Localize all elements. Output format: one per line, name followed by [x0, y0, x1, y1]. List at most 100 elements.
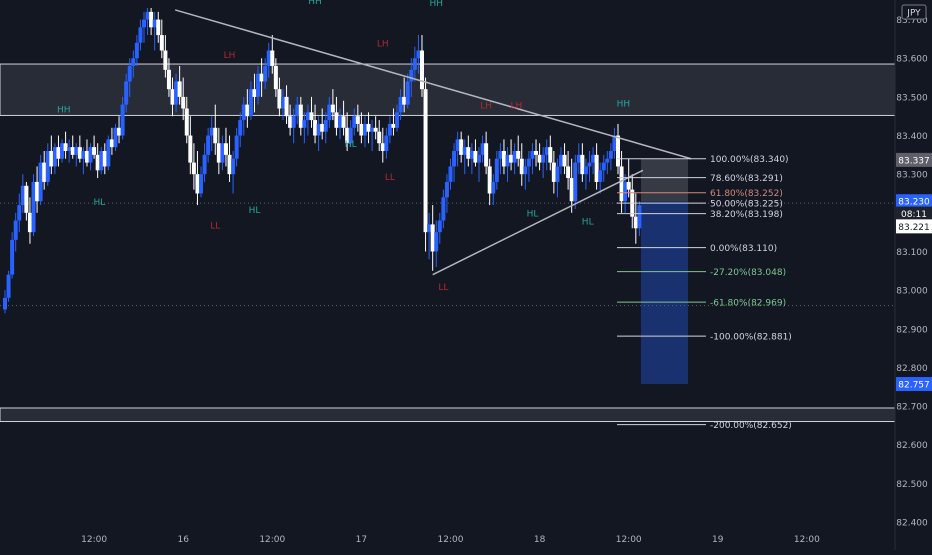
candle[interactable]: [3, 290, 7, 314]
candle[interactable]: [166, 58, 171, 97]
candle[interactable]: [373, 116, 378, 140]
candle[interactable]: [605, 150, 610, 175]
candle[interactable]: [576, 143, 581, 175]
candle[interactable]: [441, 189, 446, 229]
candle[interactable]: [31, 174, 36, 237]
candle[interactable]: [573, 154, 578, 209]
candle[interactable]: [509, 139, 514, 171]
candle[interactable]: [280, 89, 285, 121]
candle[interactable]: [149, 8, 154, 36]
candle[interactable]: [427, 212, 432, 260]
candle[interactable]: [77, 135, 82, 163]
candle[interactable]: [174, 73, 179, 113]
trendline-0[interactable]: [174, 9, 692, 160]
fib-level[interactable]: 50.00%(83.225): [617, 200, 783, 210]
candle[interactable]: [241, 96, 246, 136]
candle[interactable]: [462, 139, 467, 175]
candle[interactable]: [548, 135, 553, 171]
candle[interactable]: [223, 127, 228, 167]
candle[interactable]: [95, 143, 100, 179]
candle[interactable]: [81, 147, 86, 175]
candle[interactable]: [359, 112, 364, 144]
candle[interactable]: [516, 135, 521, 167]
currency-badge[interactable]: JPY: [901, 4, 927, 20]
short-position-target-box[interactable]: [641, 201, 688, 385]
candle[interactable]: [501, 139, 506, 175]
candle[interactable]: [38, 154, 43, 206]
candle[interactable]: [84, 139, 89, 167]
candle[interactable]: [623, 174, 628, 213]
candle[interactable]: [494, 150, 499, 190]
candle[interactable]: [523, 158, 528, 190]
candle[interactable]: [615, 123, 620, 175]
candle[interactable]: [384, 127, 389, 159]
candle[interactable]: [117, 116, 122, 144]
candle[interactable]: [395, 104, 400, 132]
candle[interactable]: [580, 143, 585, 182]
candle[interactable]: [42, 150, 47, 190]
candle[interactable]: [313, 104, 318, 144]
candle[interactable]: [323, 112, 328, 144]
candle[interactable]: [619, 150, 624, 213]
candle[interactable]: [519, 143, 524, 186]
candle[interactable]: [566, 150, 571, 190]
fib-level[interactable]: 0.00%(83.110): [617, 244, 777, 254]
price-tag[interactable]: 83.337: [896, 152, 932, 167]
price-tag[interactable]: 82.757: [896, 377, 932, 392]
candle[interactable]: [316, 116, 321, 151]
candle[interactable]: [131, 50, 136, 78]
candle[interactable]: [141, 11, 146, 43]
candle[interactable]: [391, 108, 396, 136]
candle[interactable]: [512, 143, 517, 175]
candle[interactable]: [416, 35, 421, 74]
candle[interactable]: [334, 96, 339, 136]
candle[interactable]: [309, 96, 314, 128]
fib-level[interactable]: -100.00%(82.881): [617, 333, 792, 343]
candle[interactable]: [138, 19, 143, 51]
candle[interactable]: [266, 42, 271, 78]
candle[interactable]: [27, 197, 32, 244]
candle[interactable]: [633, 193, 638, 244]
candle[interactable]: [459, 131, 464, 163]
candle[interactable]: [288, 104, 293, 136]
candle[interactable]: [387, 116, 392, 144]
candle[interactable]: [484, 131, 489, 175]
candle[interactable]: [498, 143, 503, 175]
candle[interactable]: [20, 174, 25, 213]
candle[interactable]: [195, 150, 200, 206]
candle[interactable]: [202, 143, 207, 182]
candle[interactable]: [402, 77, 407, 113]
candle[interactable]: [345, 112, 350, 151]
candle[interactable]: [60, 139, 65, 163]
candle[interactable]: [348, 120, 353, 148]
candle[interactable]: [370, 120, 375, 151]
candle[interactable]: [448, 158, 453, 190]
candle[interactable]: [245, 89, 250, 128]
candle[interactable]: [52, 143, 57, 175]
candle[interactable]: [67, 139, 72, 163]
candle[interactable]: [113, 123, 118, 151]
candle[interactable]: [541, 147, 546, 179]
candle[interactable]: [366, 112, 371, 144]
candle[interactable]: [583, 158, 588, 190]
candle[interactable]: [405, 73, 410, 109]
candle[interactable]: [74, 143, 79, 167]
candle[interactable]: [452, 143, 457, 182]
candle[interactable]: [537, 143, 542, 171]
candle[interactable]: [355, 104, 360, 132]
candle[interactable]: [338, 108, 343, 140]
candle[interactable]: [477, 147, 482, 182]
candle[interactable]: [466, 135, 471, 167]
candle[interactable]: [191, 143, 196, 190]
candle[interactable]: [437, 212, 442, 244]
candle[interactable]: [377, 120, 382, 151]
candle[interactable]: [412, 46, 417, 82]
candle[interactable]: [270, 35, 275, 74]
candle[interactable]: [156, 11, 161, 43]
candle[interactable]: [487, 158, 492, 206]
candle[interactable]: [248, 81, 253, 121]
candle[interactable]: [534, 139, 539, 167]
candle[interactable]: [569, 158, 574, 213]
support-zone[interactable]: [0, 407, 896, 423]
